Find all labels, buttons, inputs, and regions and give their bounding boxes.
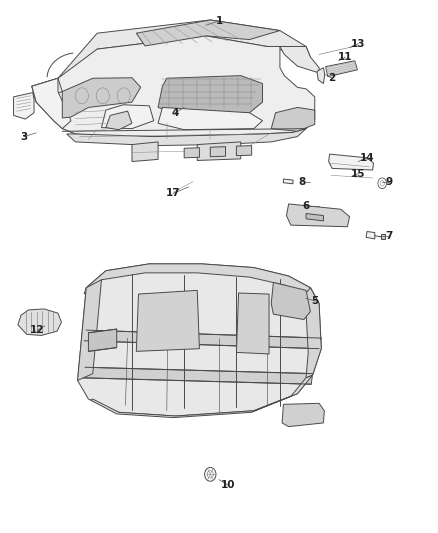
Text: 8: 8 [298, 176, 305, 187]
Polygon shape [67, 128, 306, 146]
Polygon shape [62, 78, 141, 118]
Circle shape [205, 467, 216, 481]
Polygon shape [88, 329, 117, 351]
Polygon shape [184, 148, 199, 158]
Polygon shape [366, 231, 375, 239]
Text: 12: 12 [30, 325, 44, 335]
Text: 10: 10 [220, 480, 235, 490]
Polygon shape [325, 61, 357, 77]
Polygon shape [84, 330, 321, 349]
Polygon shape [32, 36, 315, 136]
Text: 4: 4 [172, 108, 179, 118]
Polygon shape [18, 309, 61, 335]
Polygon shape [381, 233, 385, 239]
Text: 11: 11 [338, 52, 353, 62]
Polygon shape [106, 111, 132, 130]
Polygon shape [283, 179, 293, 184]
Polygon shape [237, 146, 252, 156]
Polygon shape [132, 142, 158, 161]
Polygon shape [91, 375, 313, 418]
Polygon shape [102, 105, 154, 128]
Polygon shape [84, 264, 315, 296]
Polygon shape [282, 403, 324, 426]
Polygon shape [304, 288, 321, 378]
Text: 9: 9 [385, 176, 392, 187]
Text: 14: 14 [360, 153, 374, 163]
Text: 6: 6 [302, 200, 310, 211]
Polygon shape [32, 78, 71, 128]
Text: 15: 15 [351, 169, 366, 179]
Polygon shape [286, 204, 350, 227]
Polygon shape [158, 76, 262, 115]
Polygon shape [306, 214, 323, 221]
Text: 7: 7 [385, 231, 392, 241]
Text: 3: 3 [21, 132, 28, 142]
Polygon shape [14, 93, 34, 119]
Polygon shape [271, 282, 311, 319]
Polygon shape [83, 367, 313, 384]
Polygon shape [32, 78, 62, 102]
Polygon shape [197, 142, 241, 160]
Polygon shape [78, 280, 102, 381]
Polygon shape [237, 293, 269, 354]
Polygon shape [78, 264, 321, 416]
Polygon shape [280, 46, 319, 73]
Polygon shape [136, 290, 199, 351]
Polygon shape [210, 147, 226, 157]
Polygon shape [328, 154, 374, 170]
Text: 5: 5 [311, 296, 318, 306]
Polygon shape [158, 108, 262, 130]
Text: 2: 2 [328, 73, 336, 83]
Polygon shape [317, 68, 325, 84]
Text: 17: 17 [166, 188, 180, 198]
Polygon shape [58, 20, 311, 92]
Polygon shape [271, 108, 315, 131]
Text: 13: 13 [351, 39, 366, 49]
Text: 1: 1 [215, 16, 223, 26]
Polygon shape [136, 20, 280, 46]
Circle shape [378, 178, 387, 189]
